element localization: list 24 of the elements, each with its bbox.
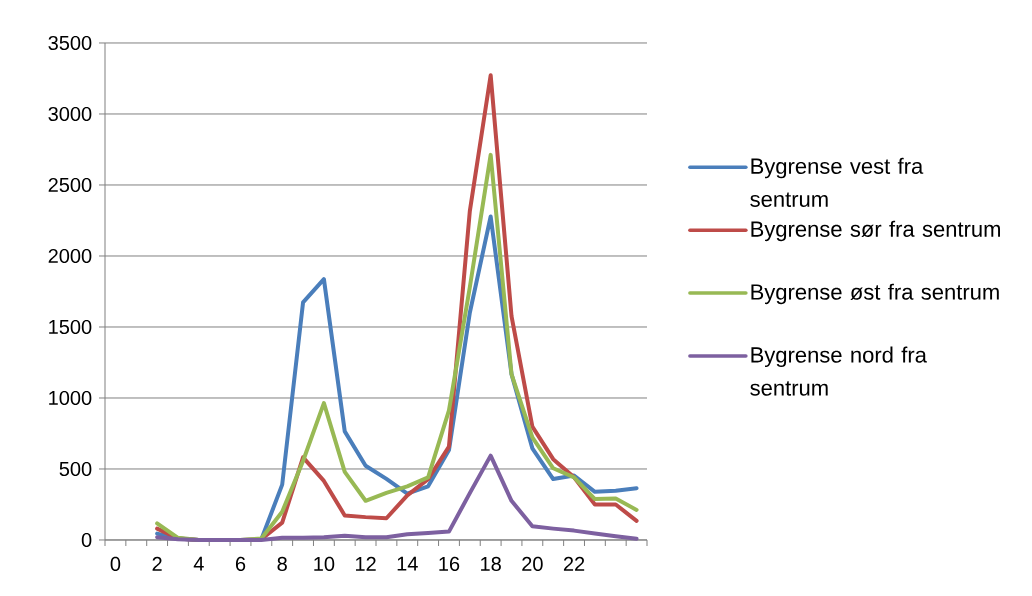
y-tick-label: 1500 [49, 319, 92, 335]
x-tick-label: 10 [314, 556, 335, 572]
x-tick-label: 16 [439, 556, 460, 572]
y-tick-label: 2500 [48, 177, 92, 193]
x-tick-label: 2 [152, 556, 162, 571]
legend-label: Bygrense nord fra sentrum [750, 346, 927, 396]
y-tick-label: 3500 [48, 35, 92, 51]
x-tick-label: 6 [235, 556, 246, 572]
legend-label: Bygrense vest fra sentrum [750, 157, 924, 207]
y-tick-label: 500 [59, 461, 92, 477]
x-tick-label: 14 [397, 556, 418, 571]
y-tick-label: 0 [81, 532, 92, 548]
y-tick-label: 1000 [49, 390, 92, 406]
x-tick-label: 4 [193, 556, 204, 571]
legend-label: Bygrense sør fra sentrum [751, 220, 1000, 242]
x-tick-label: 18 [481, 556, 501, 572]
x-tick-label: 8 [277, 556, 287, 572]
y-tick-label: 2000 [48, 248, 92, 264]
x-tick-label: 12 [355, 556, 376, 571]
x-tick-label: 22 [563, 556, 585, 571]
x-tick-label: 0 [110, 556, 121, 572]
x-tick-label: 20 [522, 556, 543, 572]
y-tick-label: 3000 [48, 106, 92, 122]
legend-label: Bygrense øst fra sentrum [751, 283, 999, 305]
